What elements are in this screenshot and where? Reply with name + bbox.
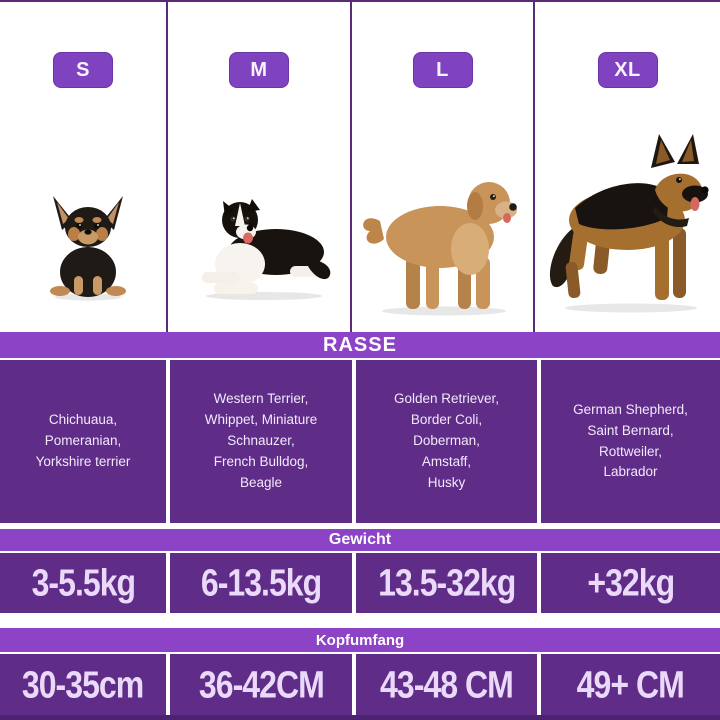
breed-cell-m: Western Terrier, Whippet, Miniature Schn…	[170, 360, 352, 523]
breed-list-xl: German Shepherd, Saint Bernard, Rottweil…	[573, 401, 688, 480]
head-circumference-row: 30-35cm 36-42CM 43-48 CM 49+ CM	[0, 654, 720, 715]
head-cell-s: 30-35cm	[0, 654, 166, 715]
head-value-xl: 49+ CM	[576, 662, 685, 706]
size-badge-s: S	[53, 52, 113, 88]
golden-retriever-dog-image	[356, 165, 528, 317]
head-value-s: 30-35cm	[22, 662, 144, 706]
weight-value-xl: +32kg	[587, 561, 675, 604]
border-collie-dog-image	[186, 190, 336, 302]
head-cell-xl: 49+ CM	[541, 654, 720, 715]
weight-row: 3-5.5kg 6-13.5kg 13.5-32kg +32kg	[0, 553, 720, 613]
column-s: S	[0, 2, 168, 332]
breed-cell-l: Golden Retriever, Border Coli, Doberman,…	[356, 360, 537, 523]
head-circumference-section-header: Kopfumfang	[0, 628, 720, 652]
column-xl: XL	[535, 2, 720, 332]
size-badge-m: M	[229, 52, 289, 88]
column-l: L	[352, 2, 535, 332]
weight-value-l: 13.5-32kg	[377, 561, 516, 604]
weight-value-m: 6-13.5kg	[200, 561, 322, 604]
breed-list-m: Western Terrier, Whippet, Miniature Schn…	[204, 391, 318, 490]
weight-cell-xl: +32kg	[541, 553, 720, 613]
weight-cell-s: 3-5.5kg	[0, 553, 166, 613]
size-badge-l: L	[412, 52, 473, 88]
size-badge-xl: XL	[597, 52, 658, 88]
head-cell-m: 36-42CM	[170, 654, 352, 715]
weight-cell-l: 13.5-32kg	[356, 553, 537, 613]
breed-cell-s: Chichuaua, Pomeranian, Yorkshire terrier	[0, 360, 166, 523]
size-columns: S M L XL	[0, 0, 720, 332]
weight-value-s: 3-5.5kg	[31, 561, 135, 604]
breed-row: Chichuaua, Pomeranian, Yorkshire terrier…	[0, 360, 720, 523]
breed-cell-xl: German Shepherd, Saint Bernard, Rottweil…	[541, 360, 720, 523]
weight-section-header: Gewicht	[0, 529, 720, 551]
breed-list-l: Golden Retriever, Border Coli, Doberman,…	[393, 391, 500, 490]
chihuahua-dog-image	[40, 194, 136, 302]
breed-section-header: RASSE	[0, 332, 720, 358]
breed-list-s: Chichuaua, Pomeranian, Yorkshire terrier	[35, 412, 131, 469]
head-value-l: 43-48 CM	[380, 662, 514, 706]
head-cell-l: 43-48 CM	[356, 654, 537, 715]
head-value-m: 36-42CM	[198, 662, 325, 706]
weight-cell-m: 6-13.5kg	[170, 553, 352, 613]
german-shepherd-dog-image	[543, 132, 719, 314]
column-m: M	[168, 2, 352, 332]
bottom-edge	[0, 715, 720, 720]
